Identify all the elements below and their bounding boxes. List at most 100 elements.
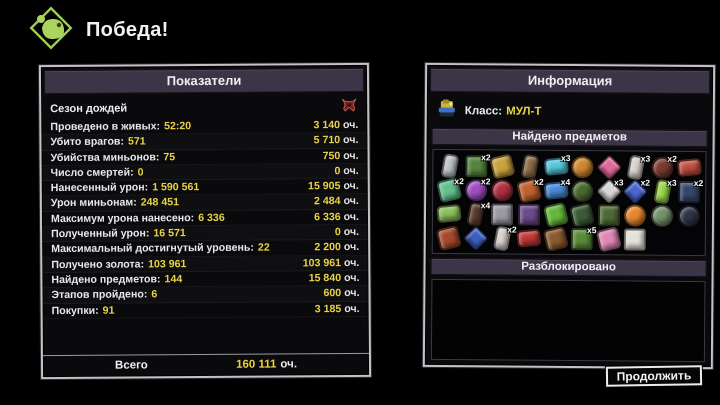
stats-total-row: Всего 160 111 оч. (42, 352, 370, 378)
item-count-badge: x2 (454, 176, 464, 187)
stat-points-unit: оч. (342, 118, 359, 132)
victory-title: Победа! (86, 19, 169, 41)
continue-button[interactable]: Продолжить (605, 365, 703, 387)
item-count-badge: x2 (534, 176, 544, 187)
item-icon[interactable] (542, 225, 569, 252)
stat-value: 571 (127, 135, 146, 148)
stat-value: 16 571 (153, 227, 186, 240)
item-icon[interactable] (595, 225, 622, 253)
stat-label: Получено золота: (51, 258, 145, 271)
difficulty-crab-icon (340, 96, 358, 117)
item-icon[interactable] (542, 201, 569, 228)
item-icon[interactable] (489, 202, 516, 226)
stat-value: 52:20 (164, 120, 192, 133)
items-grid: x2 x3 (431, 148, 707, 257)
stat-points-unit: оч. (343, 149, 359, 162)
stat-label: Полученный урон: (51, 227, 150, 241)
stat-points-unit: оч. (343, 134, 359, 147)
stat-points-unit: оч. (343, 164, 359, 177)
stat-points: 750 (322, 149, 341, 162)
item-icon[interactable] (516, 203, 543, 226)
stat-points: 15 905 (308, 180, 341, 193)
stat-points-unit: оч. (343, 195, 359, 208)
stat-value: 103 961 (148, 257, 187, 271)
item-icon[interactable]: x2 (489, 224, 517, 252)
item-icon[interactable]: x2 (622, 178, 650, 204)
item-icon[interactable]: x5 (569, 225, 597, 250)
class-row: Класс: МУЛ-Т (427, 95, 713, 128)
item-icon[interactable] (622, 227, 649, 251)
stats-panel-header: Показатели (43, 67, 365, 95)
item-icon[interactable] (649, 204, 676, 227)
item-count-badge: x5 (586, 225, 597, 236)
stat-points-unit: оч. (343, 241, 360, 254)
stat-points: 600 (323, 287, 342, 300)
item-count-badge: x2 (693, 177, 704, 189)
stats-panel: Показатели Сезон дождей Проведено в живы… (38, 62, 372, 380)
stat-points-unit: оч. (343, 256, 360, 269)
item-icon[interactable] (489, 178, 516, 202)
item-icon[interactable]: x3 (596, 177, 624, 204)
item-icon[interactable]: x2 (649, 154, 677, 179)
info-panel-header: Информация (429, 67, 711, 95)
stat-label: Число смертей: (50, 166, 134, 179)
stat-rows: Проведено в живых: 52:20 3 140 оч. Убито… (41, 117, 369, 319)
total-points-unit: оч. (280, 358, 298, 371)
item-icon[interactable]: x3 (543, 152, 571, 178)
item-icon[interactable] (569, 155, 596, 178)
item-icon[interactable]: x4 (543, 176, 571, 202)
item-icon[interactable]: x3 (649, 177, 677, 205)
stat-label: Этапов пройдено: (51, 288, 148, 302)
item-icon[interactable]: x2 (436, 176, 464, 203)
stat-points: 5 710 (313, 134, 341, 147)
stat-points-unit: оч. (344, 287, 360, 300)
item-icon[interactable] (516, 153, 543, 180)
unlocked-header: Разблокировано (430, 257, 707, 278)
stat-value: 144 (164, 273, 183, 286)
stat-points: 2 484 (313, 195, 341, 208)
stat-points-unit: оч. (343, 210, 360, 223)
item-count-badge: x4 (560, 176, 571, 188)
stat-value: 91 (102, 304, 115, 317)
item-icon[interactable] (675, 204, 702, 227)
total-points: 160 111 (236, 358, 277, 371)
item-icon[interactable] (489, 152, 517, 180)
item-count-badge: x3 (613, 177, 624, 188)
item-count-badge: x2 (480, 176, 491, 187)
item-icon[interactable] (622, 203, 649, 227)
item-count-badge: x3 (560, 152, 571, 164)
top-bar: Победа! (28, 4, 169, 57)
item-icon[interactable] (569, 179, 596, 202)
item-icon[interactable] (596, 203, 623, 226)
stat-label: Максимум урона нанесено: (50, 211, 195, 225)
item-icon[interactable] (462, 225, 489, 251)
item-icon[interactable]: x2 (516, 176, 544, 204)
item-icon[interactable]: x4 (463, 200, 490, 227)
stat-label: Убийства миньонов: (50, 150, 160, 164)
item-count-badge: x3 (640, 153, 651, 164)
item-icon[interactable] (436, 202, 463, 225)
item-icon[interactable] (596, 154, 623, 180)
stat-points-unit: оч. (343, 180, 359, 193)
stat-points: 0 (334, 226, 341, 239)
stat-value: 6 (151, 288, 158, 301)
item-icon[interactable] (436, 152, 463, 179)
stat-value: 6 336 (198, 211, 225, 224)
item-count-badge: x2 (507, 224, 517, 235)
season-row: Сезон дождей (41, 95, 367, 120)
stat-label: Покупки: (51, 304, 99, 317)
item-icon[interactable] (676, 156, 703, 179)
item-icon[interactable] (435, 224, 463, 251)
item-count-badge: x3 (667, 177, 677, 188)
item-icon[interactable]: x2 (675, 177, 704, 203)
stat-value: 75 (163, 150, 176, 163)
item-icon[interactable] (569, 201, 596, 228)
item-icon[interactable]: x3 (622, 153, 651, 181)
item-icon[interactable]: x2 (463, 176, 491, 201)
item-count-badge: x2 (481, 152, 491, 163)
stat-label: Убито врагов: (50, 135, 125, 149)
item-icon[interactable] (516, 227, 543, 250)
item-icon[interactable]: x2 (463, 152, 491, 177)
stat-points-unit: оч. (344, 271, 360, 284)
